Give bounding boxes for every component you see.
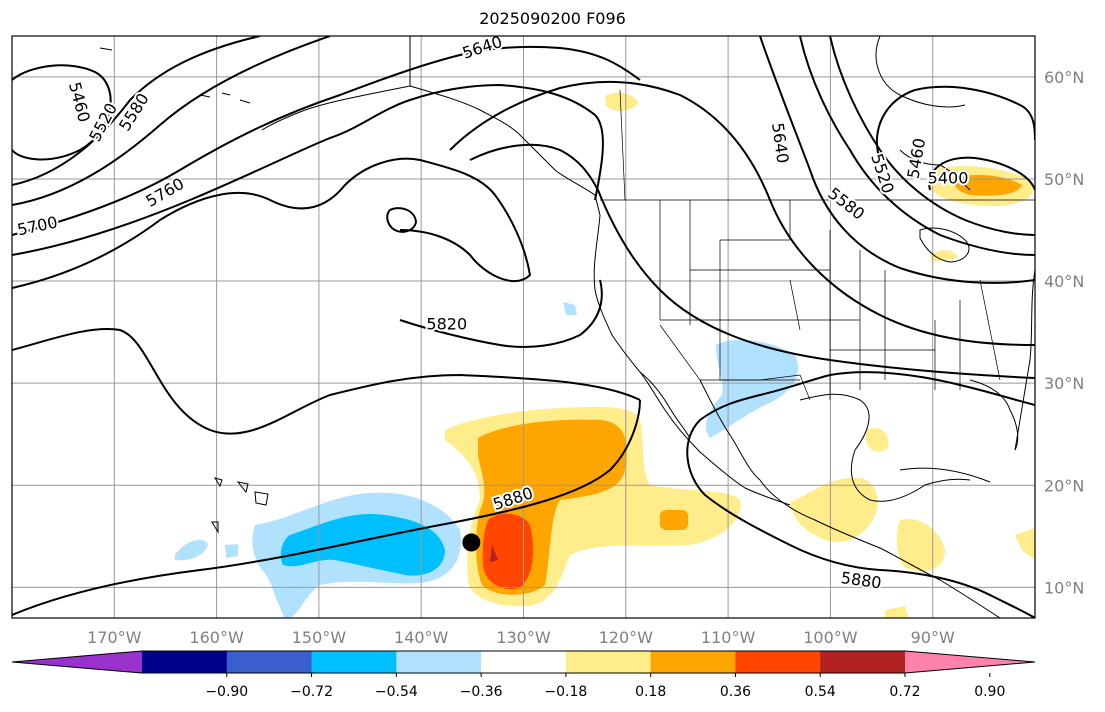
colorbar-tick-label: 0.36 [720,684,751,700]
negative-anomaly-small-2 [225,544,238,558]
contour-5880-west [12,399,641,616]
latitude-tick-label: 50°N [1044,170,1084,189]
longitude-tick-label: 110°W [701,628,756,647]
gulf-coast [799,393,971,502]
colorbar-tick-label: 0.72 [889,684,920,700]
latitude-labels: 60°N 50°N 40°N 30°N 20°N 10°N [1044,68,1084,598]
contour-5520-east [829,36,1035,236]
colorbar-tick-label: −0.18 [544,684,587,700]
colorbar-tick-label: 0.54 [805,684,836,700]
negative-anomaly-medium [280,514,445,576]
colorbar-segment [565,651,652,673]
colorbar-tick-label: 0.90 [974,684,1005,700]
positive-anomaly-strong [482,513,533,590]
mexico-coast [699,379,1001,618]
map-title: 2025090200 F096 [479,9,626,28]
colorbar-tick-label: −0.54 [375,684,418,700]
contour-5880-east [686,419,1035,618]
contour-5580-east [799,36,1035,256]
contour-5820-south [12,328,641,435]
alaska-peninsula [261,85,411,131]
negative-anomaly-coast [563,302,577,315]
latitude-tick-label: 20°N [1044,476,1084,495]
storm-center-marker [462,533,481,552]
political-borders [600,89,1035,401]
positive-anomaly-gulf [790,477,878,542]
longitude-tick-label: 160°W [189,628,244,647]
negative-anomaly-small [175,539,208,561]
colorbar-segment [311,651,397,673]
longitude-tick-label: 100°W [803,628,858,647]
contour-5880-north [699,371,1035,421]
latitude-tick-label: 40°N [1044,272,1084,291]
contour-5820 [399,279,603,348]
colorbar-segment [650,651,736,673]
contour-closed-low [386,207,418,233]
cuba [899,467,991,483]
great-lakes [919,227,970,263]
contour-5760 [12,157,532,289]
colorbar-segment [735,651,821,673]
canada-north [875,36,966,108]
baja [639,371,691,439]
height-contours [12,36,1035,618]
longitude-tick-label: 140°W [394,628,449,647]
longitude-tick-label: 150°W [292,628,347,647]
contour-label: 5400 [928,168,969,187]
colorbar-segment [396,651,482,673]
map-gridlines [12,36,1035,618]
contour-5820-east [469,143,1035,379]
colorbar-tick-label: 0.18 [635,684,666,700]
latitude-tick-label: 60°N [1044,68,1084,87]
colorbar-segment [481,651,567,673]
positive-anomaly-patch [660,510,688,530]
positive-anomaly-atlantic [1015,528,1035,560]
contour-label: 5820 [426,314,467,333]
west-coast [593,214,791,506]
hawaii [211,477,269,534]
coastlines [99,36,1035,618]
positive-anomaly-max [490,545,498,562]
alaska-coast [409,36,601,216]
latitude-tick-label: 10°N [1044,578,1084,597]
negative-anomaly-mexico [705,339,799,438]
contour-5400 [928,156,1035,191]
aleutians [99,47,251,104]
colorbar-outline [11,650,1036,674]
longitude-tick-label: 90°W [911,628,955,647]
contour-5760-east [449,80,1035,346]
colorbar-tick-label: −0.72 [290,684,333,700]
positive-anomaly-lakes [930,250,958,262]
map-frame [11,35,1036,619]
contour-5640-east [759,36,1035,284]
latitude-tick-label: 30°N [1044,374,1084,393]
positive-anomaly-canada-orange [954,174,1022,196]
longitude-tick-label: 130°W [496,628,551,647]
state-borders [619,89,1001,400]
contour-5520-west [12,36,261,186]
colorbar-segment [820,651,906,673]
contour-5460-west [12,64,112,161]
colorbar-segment [142,651,228,673]
colorbar-segment [226,651,313,673]
longitude-tick-label: 120°W [599,628,654,647]
colorbar-extend-low [12,651,142,673]
florida [969,379,1019,451]
contour-5640 [12,45,641,236]
colorbar-extend-high [905,651,1035,673]
longitude-tick-label: 170°W [87,628,142,647]
positive-anomaly-gulf-small [866,428,889,452]
colorbar: −0.90 −0.72 −0.54 −0.36 −0.18 0.18 0.36 0.54 0.7… [11,650,1036,700]
east-coast [1014,269,1035,451]
contour-5460-east [875,85,1035,161]
contour-5700 [12,83,604,256]
longitude-labels: 170°W 160°W 150°W 140°W 130°W 120°W 110°W 100°W… [87,628,955,647]
positive-anomaly-south [885,606,908,618]
contour-5580-west [12,36,331,206]
positive-anomaly-yukon [605,92,638,111]
colorbar-tick-label: −0.90 [205,684,248,700]
colorbar-tick-label: −0.36 [460,684,503,700]
